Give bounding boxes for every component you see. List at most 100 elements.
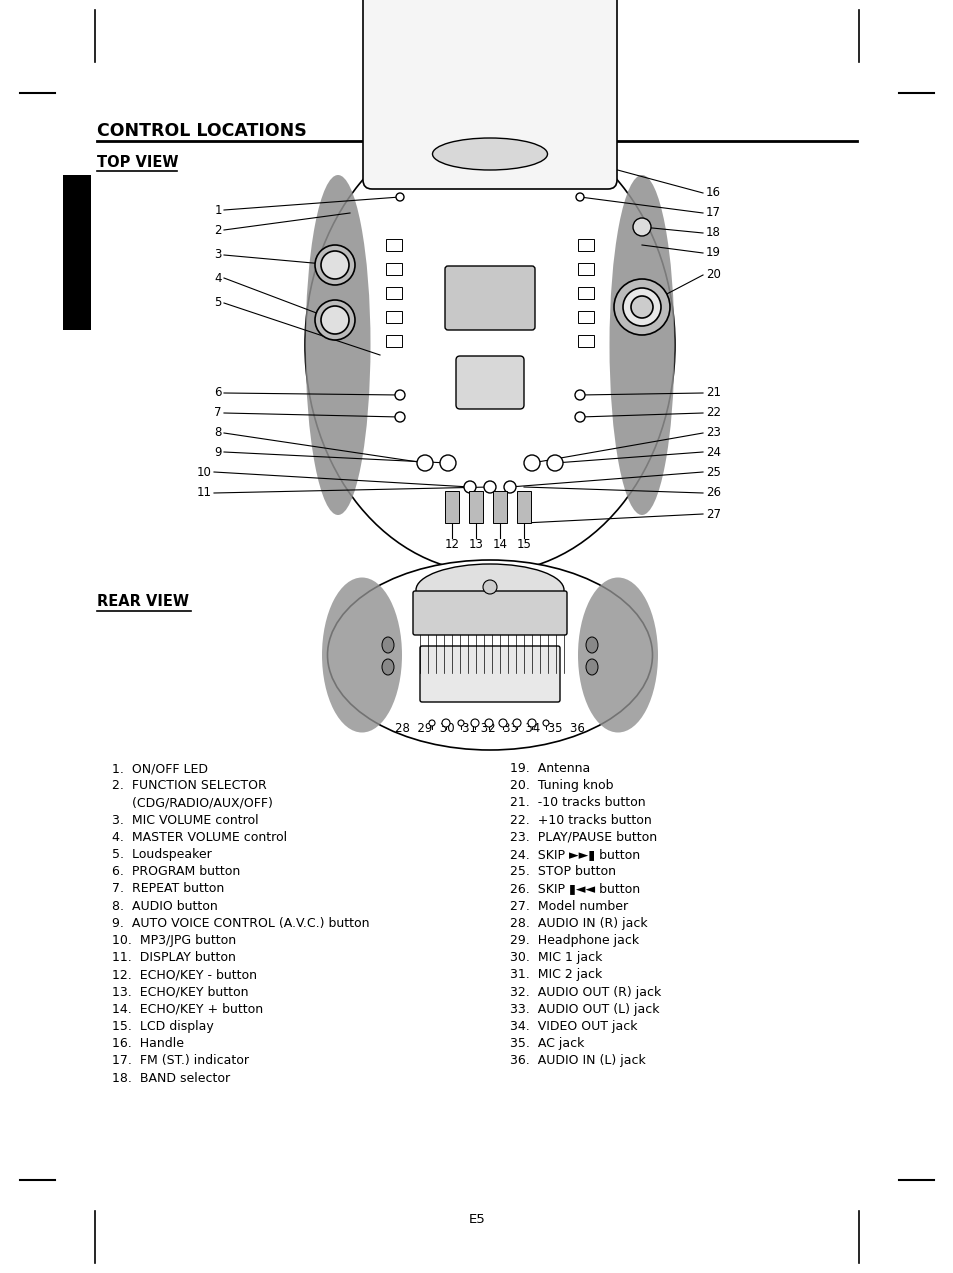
Circle shape (498, 719, 506, 727)
Text: TOP VIEW: TOP VIEW (97, 155, 178, 171)
FancyBboxPatch shape (413, 591, 566, 635)
Text: 24: 24 (705, 446, 720, 458)
Bar (578, 286, 594, 299)
Text: 9: 9 (214, 446, 222, 458)
Ellipse shape (314, 244, 355, 285)
Text: 4.  MASTER VOLUME control: 4. MASTER VOLUME control (112, 831, 287, 844)
Circle shape (503, 481, 516, 493)
Ellipse shape (305, 117, 675, 573)
Text: 19.  Antenna: 19. Antenna (510, 763, 590, 775)
Text: 3.  MIC VOLUME control: 3. MIC VOLUME control (112, 813, 258, 826)
Ellipse shape (432, 137, 547, 171)
Ellipse shape (614, 279, 669, 335)
Text: 18.  BAND selector: 18. BAND selector (112, 1072, 230, 1085)
Circle shape (439, 454, 456, 471)
Circle shape (575, 390, 584, 400)
Circle shape (513, 719, 520, 727)
Text: 12: 12 (444, 538, 459, 551)
Ellipse shape (585, 659, 598, 675)
Circle shape (483, 481, 496, 493)
Text: 23.  PLAY/PAUSE button: 23. PLAY/PAUSE button (510, 831, 657, 844)
Circle shape (542, 721, 548, 726)
Text: 2: 2 (214, 224, 222, 237)
Text: 25.  STOP button: 25. STOP button (510, 866, 616, 878)
Text: 3: 3 (214, 248, 222, 261)
Text: 26.  SKIP ▮◄◄ button: 26. SKIP ▮◄◄ button (510, 882, 639, 895)
Bar (578, 335, 594, 348)
Text: 20.  Tuning knob: 20. Tuning knob (510, 779, 613, 792)
Text: 14.  ECHO/KEY + button: 14. ECHO/KEY + button (112, 1003, 263, 1016)
Text: 20: 20 (705, 269, 720, 281)
FancyBboxPatch shape (444, 266, 535, 330)
Circle shape (395, 412, 405, 423)
Text: ENGLISH: ENGLISH (71, 229, 84, 286)
Text: 2.  FUNCTION SELECTOR: 2. FUNCTION SELECTOR (112, 779, 267, 792)
Circle shape (471, 719, 478, 727)
Text: 19: 19 (705, 247, 720, 260)
Ellipse shape (320, 306, 349, 334)
Circle shape (484, 719, 493, 727)
Text: 15.  LCD display: 15. LCD display (112, 1020, 213, 1032)
Text: 33.  AUDIO OUT (L) jack: 33. AUDIO OUT (L) jack (510, 1003, 659, 1016)
Text: 6.  PROGRAM button: 6. PROGRAM button (112, 866, 240, 878)
Text: 16: 16 (705, 187, 720, 200)
Text: 27: 27 (705, 508, 720, 521)
Text: 21: 21 (705, 387, 720, 400)
Text: 35.  AC jack: 35. AC jack (510, 1037, 584, 1050)
Text: 17.  FM (ST.) indicator: 17. FM (ST.) indicator (112, 1054, 249, 1067)
Text: 8: 8 (214, 426, 222, 439)
FancyBboxPatch shape (419, 645, 559, 701)
Text: CONTROL LOCATIONS: CONTROL LOCATIONS (97, 122, 307, 140)
Ellipse shape (314, 300, 355, 340)
Text: 5: 5 (214, 297, 222, 309)
FancyBboxPatch shape (363, 0, 617, 188)
Text: 23: 23 (705, 426, 720, 439)
Bar (444, 491, 458, 523)
Bar (386, 335, 401, 348)
Bar (578, 239, 594, 251)
Circle shape (527, 719, 536, 727)
Text: 4: 4 (214, 271, 222, 284)
Ellipse shape (585, 636, 598, 653)
Circle shape (576, 193, 583, 201)
Circle shape (523, 454, 539, 471)
Ellipse shape (327, 560, 652, 750)
Text: 25: 25 (705, 466, 720, 479)
Text: 28  29  30  31 32  33  34  35  36: 28 29 30 31 32 33 34 35 36 (395, 722, 584, 735)
Text: 13: 13 (468, 538, 483, 551)
Text: 13.  ECHO/KEY button: 13. ECHO/KEY button (112, 985, 248, 998)
Circle shape (633, 218, 650, 236)
Bar (469, 491, 482, 523)
Circle shape (395, 390, 405, 400)
Text: 31.  MIC 2 jack: 31. MIC 2 jack (510, 969, 601, 981)
Text: 24.  SKIP ►►▮ button: 24. SKIP ►►▮ button (510, 848, 639, 861)
Text: 22: 22 (705, 406, 720, 420)
Text: 29.  Headphone jack: 29. Headphone jack (510, 934, 639, 947)
Ellipse shape (381, 636, 394, 653)
Text: 1: 1 (214, 204, 222, 216)
Text: 34.  VIDEO OUT jack: 34. VIDEO OUT jack (510, 1020, 637, 1032)
Circle shape (546, 454, 562, 471)
Circle shape (482, 580, 497, 594)
Text: 11.  DISPLAY button: 11. DISPLAY button (112, 951, 235, 964)
Text: 18: 18 (705, 227, 720, 239)
Text: 10.  MP3/JPG button: 10. MP3/JPG button (112, 934, 236, 947)
Text: 22.  +10 tracks button: 22. +10 tracks button (510, 813, 651, 826)
Circle shape (395, 193, 403, 201)
Bar (63, 174, 91, 330)
Ellipse shape (381, 659, 394, 675)
Circle shape (463, 481, 476, 493)
Text: 5.  Loudspeaker: 5. Loudspeaker (112, 848, 212, 861)
Text: 32.  AUDIO OUT (R) jack: 32. AUDIO OUT (R) jack (510, 985, 660, 998)
Ellipse shape (410, 127, 569, 182)
Ellipse shape (630, 297, 652, 318)
Text: 21.  -10 tracks button: 21. -10 tracks button (510, 797, 645, 810)
Text: E5: E5 (468, 1213, 485, 1226)
Text: 17: 17 (705, 206, 720, 219)
Bar (517, 491, 531, 523)
Text: 36.  AUDIO IN (L) jack: 36. AUDIO IN (L) jack (510, 1054, 645, 1067)
Text: 15: 15 (516, 538, 531, 551)
Text: 7.  REPEAT button: 7. REPEAT button (112, 882, 224, 895)
Text: (CDG/RADIO/AUX/OFF): (CDG/RADIO/AUX/OFF) (112, 797, 273, 810)
Text: 14: 14 (492, 538, 507, 551)
